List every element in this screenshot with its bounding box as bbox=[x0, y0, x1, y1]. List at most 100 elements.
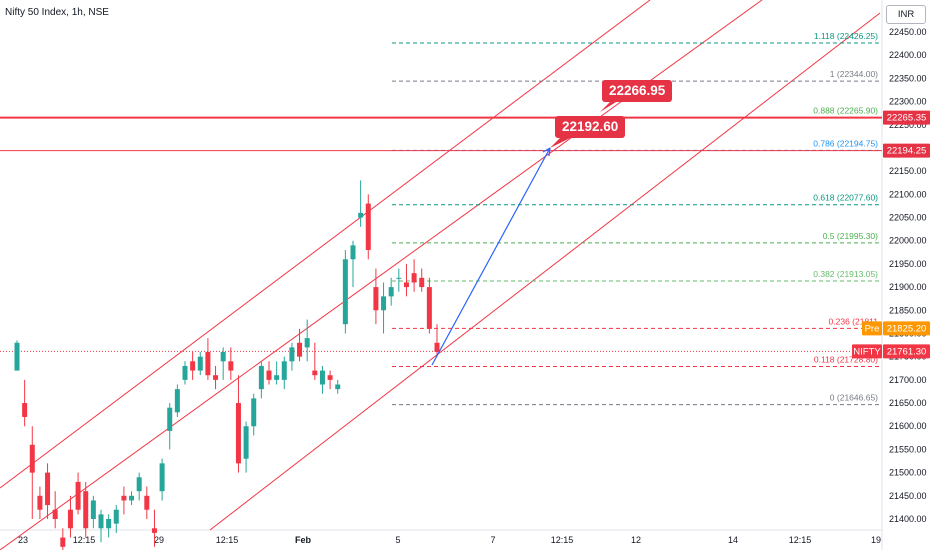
candle-body bbox=[22, 403, 28, 417]
target-low-pointer bbox=[550, 138, 570, 148]
fib-level-label: 0.382 (21913.05) bbox=[813, 269, 878, 279]
candle-body bbox=[98, 514, 104, 529]
x-tick-label: 12:15 bbox=[789, 535, 812, 545]
upper-line-price-tag: 22265.35 bbox=[887, 113, 927, 124]
candle-body bbox=[335, 384, 341, 390]
y-tick-label: 21400.00 bbox=[889, 514, 927, 524]
pre-price-tag: 21825.20 bbox=[887, 323, 927, 334]
pre-tag-bg bbox=[862, 321, 882, 336]
fib-level-label: 0.236 (21811 bbox=[829, 316, 879, 326]
candle-body bbox=[373, 287, 379, 311]
fib-level-label: 0.786 (22194.75) bbox=[813, 138, 878, 148]
candle-body bbox=[266, 370, 272, 380]
y-tick-label: 21500.00 bbox=[889, 468, 927, 478]
currency-button[interactable]: INR bbox=[886, 5, 926, 24]
x-tick-label: 29 bbox=[154, 535, 164, 545]
candle-body bbox=[342, 259, 348, 325]
candle-body bbox=[327, 375, 333, 380]
candle-body bbox=[396, 277, 402, 279]
candle-body bbox=[106, 519, 112, 529]
candle-body bbox=[52, 509, 58, 519]
candle-body bbox=[258, 365, 264, 390]
channel-line bbox=[0, 0, 651, 489]
x-tick-label: 12:15 bbox=[551, 535, 574, 545]
candle-body bbox=[174, 389, 180, 413]
upper-line-price-tag-bg bbox=[883, 110, 930, 125]
x-tick-label: 5 bbox=[395, 535, 400, 545]
x-tick-label: 19 bbox=[871, 535, 881, 545]
channel-line bbox=[209, 12, 881, 531]
candle-body bbox=[388, 287, 394, 297]
candle-body bbox=[220, 352, 226, 362]
x-tick-label: 23 bbox=[18, 535, 28, 545]
candle-body bbox=[274, 375, 280, 380]
candle-body bbox=[113, 509, 119, 524]
fib-level-label: 0 (21646.65) bbox=[830, 393, 878, 403]
candle-body bbox=[426, 287, 432, 329]
y-tick-label: 22100.00 bbox=[889, 189, 927, 199]
candle-body bbox=[312, 370, 318, 376]
lower-line-price-tag: 22194.25 bbox=[887, 146, 927, 157]
y-tick-label: 21650.00 bbox=[889, 398, 927, 408]
x-tick-label: 7 bbox=[490, 535, 495, 545]
target-low-label: 22192.60 bbox=[555, 116, 626, 138]
pre-price-tag-bg bbox=[883, 321, 930, 336]
y-tick-label: 22250.00 bbox=[889, 120, 927, 130]
candle-body bbox=[190, 361, 196, 371]
candle-body bbox=[144, 495, 150, 510]
y-tick-label: 21600.00 bbox=[889, 421, 927, 431]
candle-body bbox=[381, 296, 387, 311]
candle-body bbox=[45, 472, 51, 506]
y-tick-label: 22350.00 bbox=[889, 73, 927, 83]
candle-body bbox=[365, 203, 371, 250]
x-tick-label: 12 bbox=[631, 535, 641, 545]
candle-body bbox=[37, 495, 43, 510]
candle-body bbox=[14, 342, 20, 371]
lower-line-price-tag-bg bbox=[883, 143, 930, 158]
candle-body bbox=[228, 361, 234, 371]
y-tick-label: 21950.00 bbox=[889, 259, 927, 269]
y-tick-label: 21850.00 bbox=[889, 305, 927, 315]
candle-body bbox=[411, 273, 417, 283]
candle-body bbox=[167, 407, 173, 431]
fib-level-label: 0.888 (22265.90) bbox=[813, 105, 878, 115]
candle-body bbox=[289, 347, 295, 362]
candle-body bbox=[205, 352, 211, 376]
symbol-title: Nifty 50 Index, 1h, NSE bbox=[5, 7, 109, 18]
y-tick-label: 22150.00 bbox=[889, 166, 927, 176]
candle-body bbox=[403, 282, 409, 288]
candle-body bbox=[136, 477, 142, 492]
candle-body bbox=[319, 370, 325, 385]
y-tick-label: 22300.00 bbox=[889, 97, 927, 107]
candle-body bbox=[251, 398, 257, 427]
candle-body bbox=[358, 212, 364, 218]
last-price-tag: 21761.30 bbox=[887, 346, 927, 357]
target-high-label: 22266.95 bbox=[602, 80, 673, 102]
arrow-head bbox=[542, 147, 551, 157]
y-tick-label: 21900.00 bbox=[889, 282, 927, 292]
y-tick-label: 22050.00 bbox=[889, 213, 927, 223]
candle-body bbox=[235, 403, 241, 464]
y-tick-label: 21700.00 bbox=[889, 375, 927, 385]
candle-body bbox=[83, 491, 89, 529]
candle-body bbox=[129, 495, 135, 501]
candle-body bbox=[243, 426, 249, 459]
candle-body bbox=[182, 365, 188, 380]
candle-body bbox=[159, 463, 165, 492]
y-tick-label: 22000.00 bbox=[889, 236, 927, 246]
last-price-tag-bg bbox=[883, 344, 930, 359]
fib-level-label: 0.118 (21728.80) bbox=[814, 354, 878, 364]
candle-body bbox=[281, 361, 287, 380]
symbol-tag-bg bbox=[852, 344, 882, 359]
y-tick-label: 22450.00 bbox=[889, 27, 927, 37]
candle-body bbox=[213, 375, 219, 380]
y-tick-label: 21450.00 bbox=[889, 491, 927, 501]
fib-level-label: 1 (22344.00) bbox=[830, 69, 878, 79]
candle-body bbox=[350, 245, 356, 260]
candle-body bbox=[67, 509, 73, 529]
y-tick-label: 22400.00 bbox=[889, 50, 927, 60]
fib-level-label: 0.618 (22077.60) bbox=[813, 193, 878, 203]
x-tick-label: 12:15 bbox=[216, 535, 239, 545]
